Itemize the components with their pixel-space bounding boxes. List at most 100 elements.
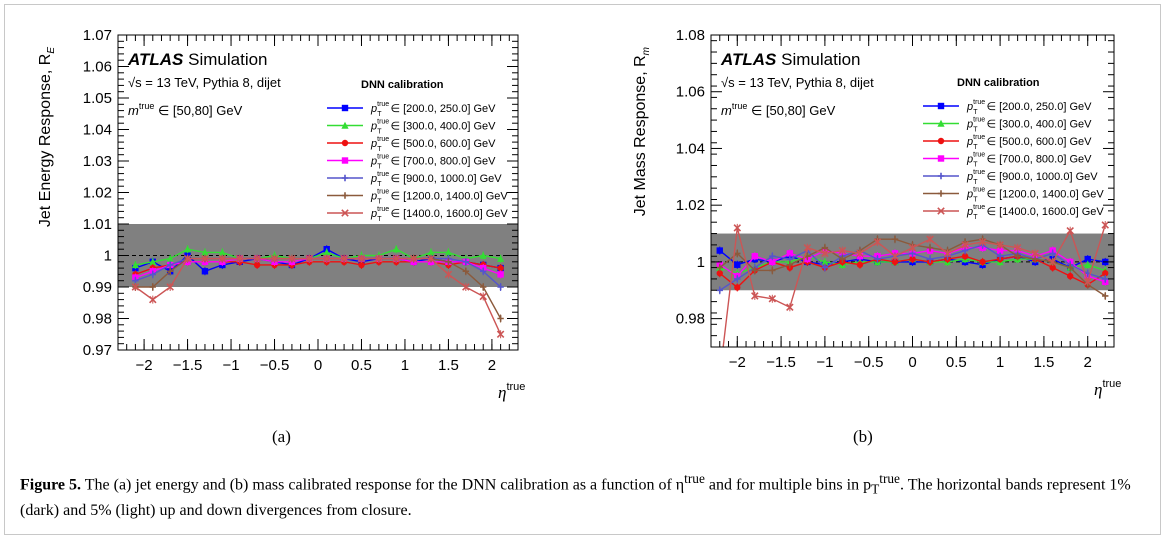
legend-entry-2: ptrue T ∈ [500.0, 600.0] GeV — [966, 134, 1092, 151]
data-point — [856, 249, 864, 258]
data-point — [409, 254, 418, 263]
legend-marker — [341, 139, 349, 147]
y-tick-label: 0.97 — [83, 342, 112, 359]
legend-sup: true — [377, 206, 389, 213]
y-tick-label: 1.07 — [83, 27, 112, 44]
data-point — [943, 249, 952, 258]
data-point — [1031, 249, 1039, 258]
legend-entry-6: ptrue T ∈ [1400.0, 1600.0] GeV — [370, 206, 508, 223]
energy-label: √s = 13 TeV, Pythia 8, dijet — [128, 75, 281, 90]
data-point — [734, 250, 741, 257]
mass-range-sup: true — [139, 101, 155, 111]
data-point — [821, 258, 829, 266]
data-point — [716, 264, 723, 271]
legend-in: ∈ — [986, 119, 996, 131]
caption-sub-t: T — [871, 481, 880, 497]
data-point — [838, 246, 847, 255]
legend-sub: T — [973, 214, 978, 221]
plot-group-b: 0.98 1 1.02 1.04 1.06 1.08 −2 −1.5 −1 −0.5 0 0.5 1 1.… — [632, 27, 1121, 399]
data-point — [926, 235, 934, 243]
x-tick-label: 0.5 — [946, 354, 967, 371]
legend-range: [1200.0, 1400.0] GeV — [400, 191, 508, 203]
data-point — [427, 248, 435, 256]
data-point — [873, 238, 882, 246]
data-point — [322, 254, 331, 263]
x-axis-label-sup: true — [1102, 378, 1121, 390]
data-point — [734, 275, 741, 283]
data-point — [769, 258, 776, 266]
data-point — [462, 283, 470, 291]
legend-sup: true — [973, 134, 985, 141]
data-point — [908, 243, 917, 252]
legend-p: p — [370, 191, 377, 203]
atlas-bold: ATLAS — [720, 50, 777, 69]
data-point — [716, 287, 723, 294]
data-point — [1066, 226, 1074, 235]
legend-sub: T — [377, 181, 382, 188]
legend-sup: true — [377, 119, 389, 126]
legend-sup: true — [973, 169, 985, 176]
legend-sub: T — [377, 146, 382, 153]
atlas-rest: Simulation — [183, 50, 267, 69]
data-point — [1084, 255, 1091, 263]
plot-group-a: 0.97 0.98 0.99 1 1.01 1.02 1.03 1.04 1.05 1.06 1.0… — [37, 27, 525, 402]
legend-marker — [937, 190, 945, 197]
data-point — [166, 268, 174, 275]
legend-range: [900.0, 1000.0] GeV — [996, 171, 1098, 183]
legend-range: [500.0, 600.0] GeV — [400, 138, 496, 150]
legend-marker — [937, 102, 945, 110]
data-point — [392, 245, 400, 253]
data-point — [445, 258, 452, 265]
y-tick-label: 1.03 — [83, 153, 112, 170]
data-point — [786, 250, 794, 257]
data-point — [201, 248, 209, 256]
sublabel-a: (a) — [272, 427, 291, 446]
legend-entry-2: ptrue T ∈ [500.0, 600.0] GeV — [370, 136, 496, 153]
atlas-rest: Simulation — [776, 50, 860, 69]
chart-panel-b: 0.98 1 1.02 1.04 1.06 1.08 −2 −1.5 −1 −0.5 0 0.5 1 1.… — [632, 27, 1121, 399]
data-point — [734, 284, 741, 291]
legend-p: p — [370, 208, 377, 220]
legend-sub: T — [973, 109, 978, 116]
x-axis-label: ηtrue — [498, 381, 525, 402]
legend-sub: T — [377, 199, 382, 206]
chart-panel-a: 0.97 0.98 0.99 1 1.01 1.02 1.03 1.04 1.05 1.06 1.0… — [37, 27, 525, 402]
atlas-label: ATLAS Simulation — [127, 50, 268, 69]
y-tick-label: 0.99 — [83, 279, 112, 296]
data-point — [733, 224, 742, 232]
x-tick-label: 2 — [488, 357, 496, 374]
data-point — [149, 271, 156, 278]
data-point — [427, 254, 435, 263]
energy-label: √s = 13 TeV, Pythia 8, dijet — [721, 75, 874, 90]
data-point — [996, 253, 1004, 260]
legend-in: ∈ — [390, 103, 400, 115]
legend-in: ∈ — [986, 206, 996, 218]
x-tick-label: 2 — [1084, 354, 1092, 371]
mass-range-rest: ∈ [50,80] GeV — [154, 103, 242, 118]
data-point — [961, 253, 969, 260]
legend-sub: T — [973, 179, 978, 186]
y-axis-label-main: Jet Mass Response, R — [632, 55, 649, 216]
data-point — [926, 244, 934, 251]
data-point — [183, 245, 192, 253]
data-point — [166, 283, 174, 291]
legend-sup: true — [377, 136, 389, 143]
data-point — [305, 254, 314, 263]
legend-p: p — [966, 136, 973, 148]
data-point — [751, 253, 759, 260]
legend-entry-5: ptrue T ∈ [1200.0, 1400.0] GeV — [966, 187, 1104, 204]
data-point — [891, 258, 899, 266]
legend-in: ∈ — [986, 171, 996, 183]
y-tick-label: 1.01 — [83, 216, 112, 233]
data-point — [769, 267, 776, 274]
legend-entry-3: ptrue T ∈ [700.0, 800.0] GeV — [966, 152, 1092, 169]
data-point — [496, 330, 505, 339]
x-axis-label-sup: true — [506, 381, 525, 393]
data-point — [166, 261, 174, 269]
data-point — [497, 271, 504, 278]
mass-range-m: m — [128, 103, 139, 118]
data-point — [891, 252, 899, 261]
legend-marker — [341, 121, 349, 129]
data-point — [751, 292, 759, 300]
